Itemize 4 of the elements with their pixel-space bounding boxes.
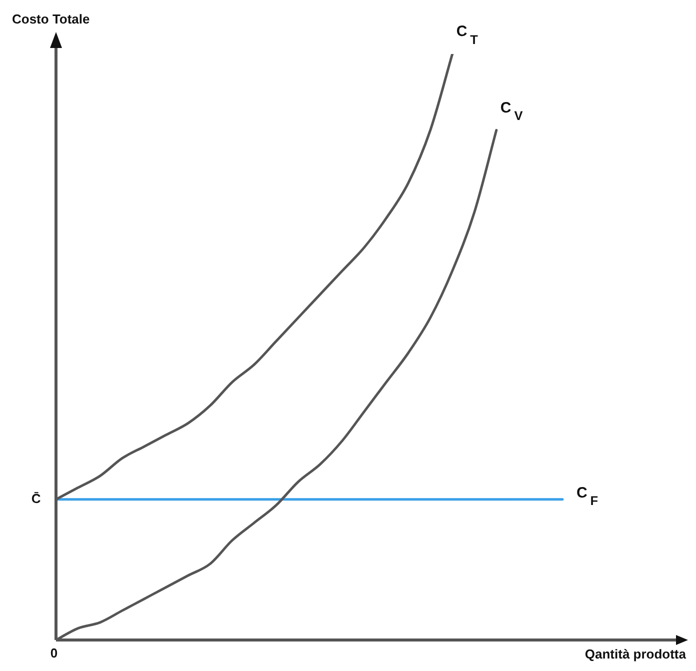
x-axis-title: Qantità prodotta [584, 646, 687, 662]
text: 0 [50, 646, 58, 661]
text: C̄ [31, 490, 42, 506]
y-axis-title: Costo Totale [12, 12, 90, 27]
